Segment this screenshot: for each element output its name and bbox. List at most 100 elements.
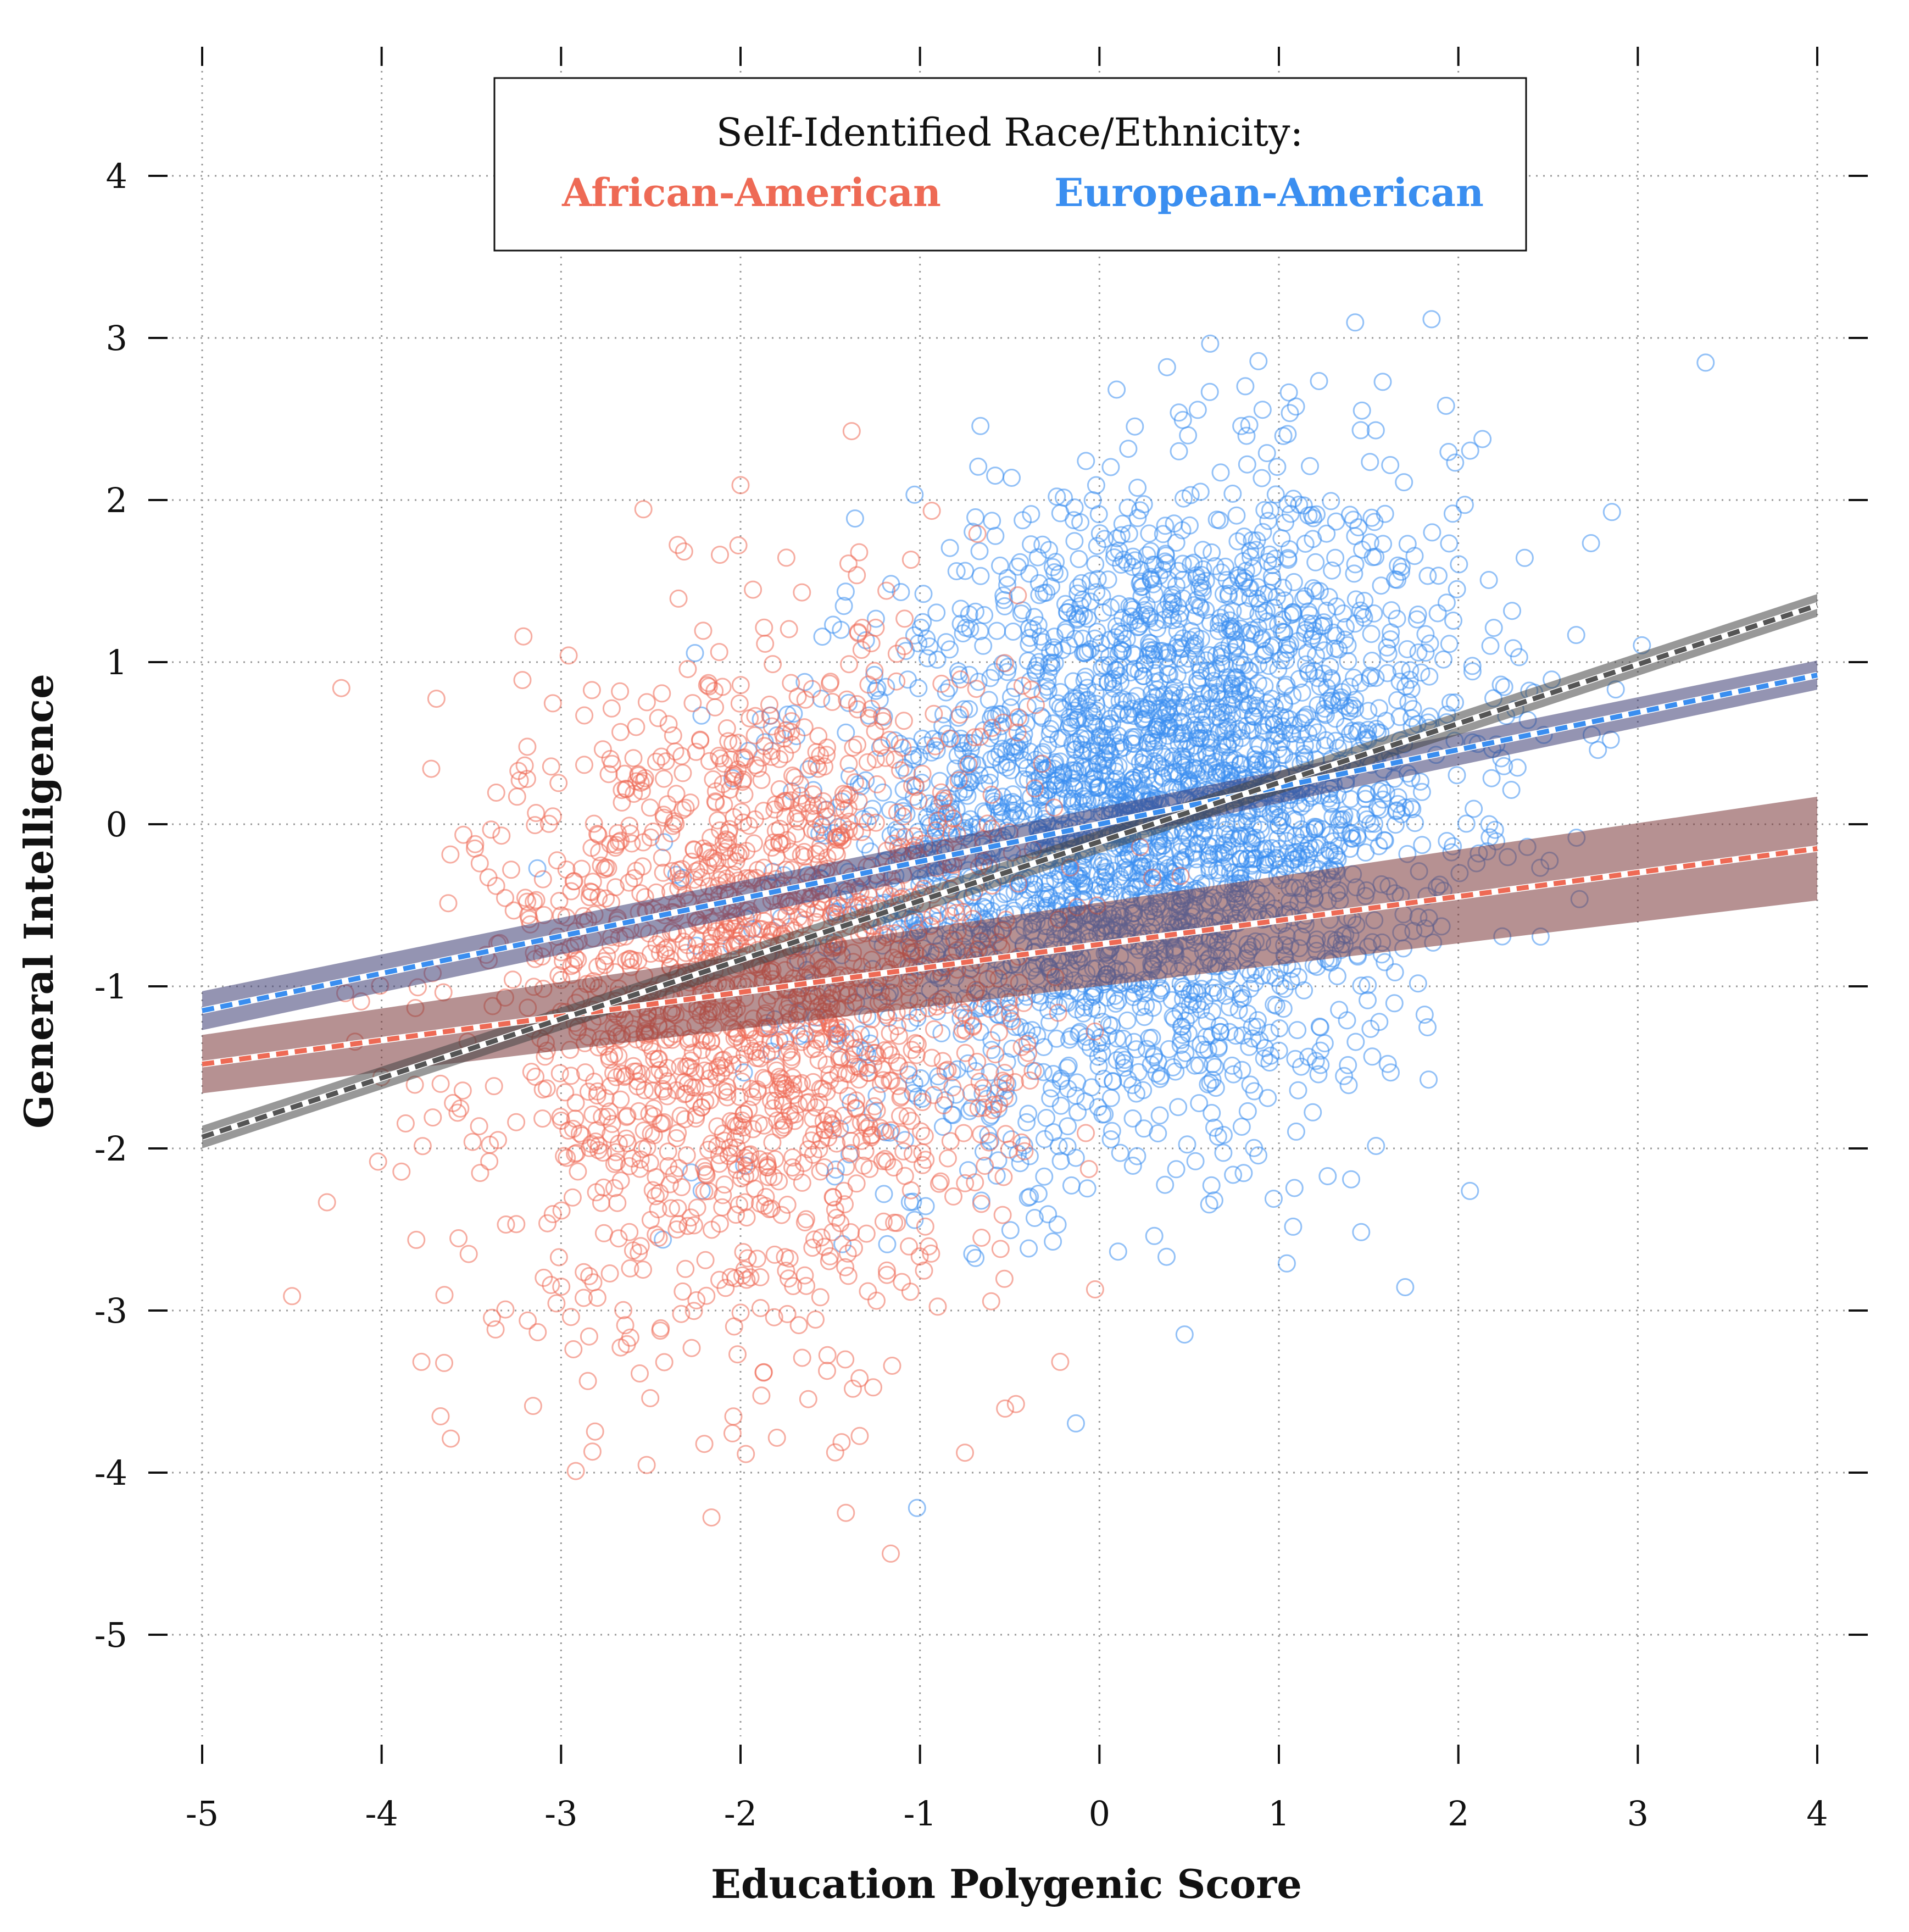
data-point: [1293, 683, 1311, 702]
data-point: [1275, 746, 1293, 764]
data-point: [1145, 651, 1164, 669]
data-point: [1075, 882, 1093, 901]
data-point: [1268, 458, 1287, 476]
data-point: [1366, 421, 1385, 440]
data-point: [727, 1206, 745, 1224]
data-point: [582, 681, 601, 699]
data-point: [951, 670, 970, 689]
data-point: [566, 1093, 585, 1112]
data-point: [920, 1237, 938, 1256]
data-point: [1156, 552, 1175, 571]
data-point: [1203, 543, 1221, 562]
data-point: [1058, 1058, 1077, 1077]
data-point: [1223, 485, 1242, 503]
data-point: [765, 800, 784, 819]
data-point: [842, 1144, 860, 1162]
data-point: [715, 795, 733, 814]
data-point: [602, 699, 621, 718]
data-point: [791, 775, 810, 794]
data-point: [1048, 487, 1066, 506]
data-point: [1345, 564, 1363, 583]
data-point: [539, 814, 558, 833]
data-point: [1066, 740, 1085, 759]
data-point: [625, 869, 643, 887]
data-point: [1359, 976, 1377, 995]
data-point: [661, 1175, 679, 1193]
data-point: [1359, 702, 1378, 720]
data-point: [1287, 1122, 1305, 1141]
data-point: [533, 1109, 552, 1128]
data-point: [823, 1121, 842, 1140]
data-point: [1249, 1146, 1267, 1165]
data-point: [1148, 619, 1166, 638]
data-point: [1039, 1205, 1058, 1224]
data-point: [1284, 1217, 1303, 1236]
data-point: [1105, 987, 1124, 1005]
data-point: [847, 1174, 866, 1193]
data-point: [892, 1125, 910, 1143]
data-point: [1356, 790, 1375, 808]
data-point: [910, 1247, 929, 1266]
data-point: [1021, 1187, 1039, 1206]
data-point: [1044, 714, 1062, 733]
data-point: [739, 1100, 758, 1119]
data-point: [731, 476, 750, 495]
data-point: [850, 1426, 869, 1445]
data-point: [767, 1429, 786, 1447]
data-point: [1058, 603, 1077, 621]
data-point: [830, 1047, 848, 1066]
data-point: [1179, 426, 1198, 445]
data-point: [1234, 1164, 1253, 1182]
data-point: [1150, 1070, 1169, 1088]
data-point: [666, 742, 684, 761]
data-point: [1249, 1011, 1267, 1030]
data-point: [858, 753, 877, 771]
data-point: [1049, 1137, 1068, 1156]
data-point: [603, 1114, 621, 1133]
data-point: [795, 1266, 814, 1285]
data-point: [1342, 824, 1361, 842]
data-point: [1021, 629, 1039, 647]
data-point: [1001, 761, 1020, 780]
data-point: [1256, 851, 1275, 869]
data-point: [1259, 512, 1278, 530]
data-point: [1323, 808, 1342, 826]
data-point: [1485, 820, 1504, 839]
data-point: [1279, 383, 1298, 402]
data-point: [448, 1103, 467, 1122]
data-point: [1123, 558, 1142, 576]
data-point: [670, 1159, 688, 1178]
data-point: [1281, 404, 1299, 423]
data-point: [1285, 1179, 1304, 1197]
data-point: [1077, 1124, 1095, 1142]
data-point: [644, 1099, 663, 1118]
data-point: [761, 1091, 780, 1110]
data-point: [1176, 751, 1195, 769]
data-point: [1277, 675, 1296, 694]
data-point: [633, 857, 652, 876]
data-point: [1026, 779, 1044, 798]
data-point: [627, 772, 645, 791]
data-point: [1267, 996, 1285, 1015]
data-point: [1062, 769, 1081, 787]
data-point: [723, 1056, 742, 1074]
data-point: [1012, 1038, 1031, 1056]
data-point: [1039, 1001, 1058, 1020]
data-point: [1263, 556, 1282, 574]
data-point: [514, 627, 533, 646]
data-point: [1156, 704, 1175, 723]
data-point: [1246, 696, 1265, 715]
data-point: [627, 718, 645, 736]
data-point: [1149, 1124, 1167, 1142]
data-point: [1205, 1118, 1223, 1137]
data-point: [1255, 501, 1274, 519]
data-point: [983, 719, 1001, 737]
data-point: [936, 1062, 955, 1080]
data-point: [1158, 648, 1176, 667]
data-point: [922, 502, 941, 520]
data-point: [676, 798, 695, 817]
data-point: [1366, 669, 1385, 687]
data-point: [1101, 1130, 1120, 1148]
data-point: [669, 589, 688, 608]
